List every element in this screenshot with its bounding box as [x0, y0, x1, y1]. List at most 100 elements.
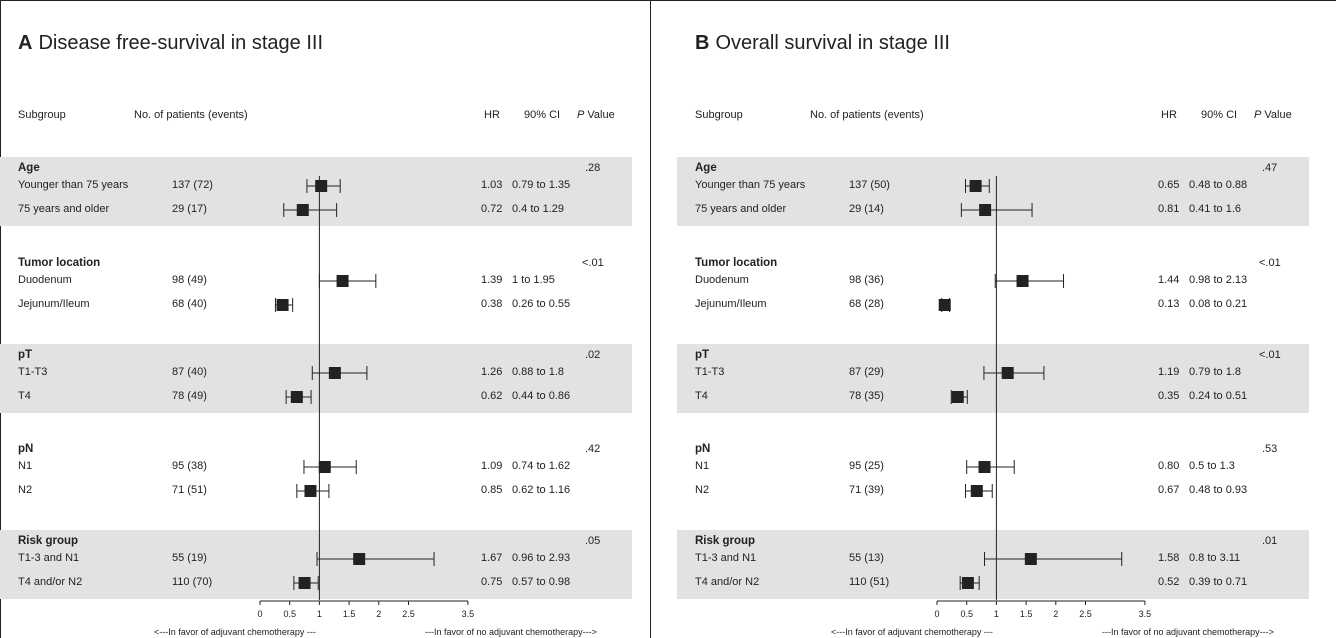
row-patients: 87 (40): [172, 366, 207, 378]
group-name: Age: [18, 162, 40, 174]
row-label: 75 years and older: [18, 203, 109, 215]
hr-point: [979, 461, 991, 473]
row-label: Jejunum/Ileum: [695, 298, 767, 310]
hr-point: [277, 299, 289, 311]
row-hr: 0.62: [481, 390, 502, 402]
row-ci: 0.74 to 1.62: [512, 460, 570, 472]
hr-point: [1017, 275, 1029, 287]
favor-right-label: ---In favor of no adjuvant chemotherapy-…: [1102, 627, 1274, 637]
row-patients: 78 (35): [849, 390, 884, 402]
row-label: T4 and/or N2: [695, 576, 759, 588]
x-tick-label: 0.5: [283, 609, 296, 619]
row-hr: 0.38: [481, 298, 502, 310]
row-ci: 0.62 to 1.16: [512, 484, 570, 496]
row-ci: 0.41 to 1.6: [1189, 203, 1241, 215]
row-hr: 0.52: [1158, 576, 1179, 588]
group-name: Risk group: [18, 535, 78, 547]
favor-right-label: ---In favor of no adjuvant chemotherapy-…: [425, 627, 597, 637]
x-tick-label: 2.5: [402, 609, 415, 619]
hr-point: [952, 391, 964, 403]
row-hr: 1.39: [481, 274, 502, 286]
row-label: T4: [18, 390, 31, 402]
group-name: pN: [18, 443, 33, 455]
hr-point: [939, 299, 951, 311]
x-tick-label: 3.5: [1139, 609, 1152, 619]
row-label: Younger than 75 years: [18, 179, 128, 191]
row-ci: 0.88 to 1.8: [512, 366, 564, 378]
row-hr: 0.80: [1158, 460, 1179, 472]
hr-point: [337, 275, 349, 287]
group-name: pT: [18, 349, 32, 361]
group-p-value: .28: [585, 162, 600, 174]
hr-point: [297, 204, 309, 216]
row-hr: 1.67: [481, 552, 502, 564]
row-hr: 0.65: [1158, 179, 1179, 191]
group-name: Age: [695, 162, 717, 174]
row-patients: 68 (28): [849, 298, 884, 310]
row-patients: 95 (38): [172, 460, 207, 472]
x-tick-label: 0.5: [960, 609, 973, 619]
group-p-value: .01: [1262, 535, 1277, 547]
row-hr: 0.85: [481, 484, 502, 496]
row-label: T1-T3: [18, 366, 47, 378]
row-hr: 1.58: [1158, 552, 1179, 564]
x-tick-label: 1.5: [343, 609, 356, 619]
x-tick-label: 2: [376, 609, 381, 619]
row-hr: 1.03: [481, 179, 502, 191]
row-patients: 137 (50): [849, 179, 890, 191]
row-hr: 1.44: [1158, 274, 1179, 286]
row-label: Younger than 75 years: [695, 179, 805, 191]
group-p-value: .05: [585, 535, 600, 547]
row-patients: 29 (14): [849, 203, 884, 215]
hr-point: [970, 180, 982, 192]
x-tick-label: 0: [934, 609, 939, 619]
row-patients: 78 (49): [172, 390, 207, 402]
x-tick-label: 1: [994, 609, 999, 619]
row-label: T4 and/or N2: [18, 576, 82, 588]
hr-point: [315, 180, 327, 192]
row-hr: 0.35: [1158, 390, 1179, 402]
row-ci: 0.4 to 1.29: [512, 203, 564, 215]
row-hr: 1.19: [1158, 366, 1179, 378]
row-label: T1-3 and N1: [695, 552, 756, 564]
hr-point: [971, 485, 983, 497]
x-tick-label: 0: [257, 609, 262, 619]
x-tick-label: 2: [1053, 609, 1058, 619]
row-patients: 87 (29): [849, 366, 884, 378]
group-p-value: .47: [1262, 162, 1277, 174]
row-ci: 0.5 to 1.3: [1189, 460, 1235, 472]
hr-point: [979, 204, 991, 216]
hr-point: [299, 577, 311, 589]
row-patients: 68 (40): [172, 298, 207, 310]
row-patients: 110 (70): [172, 576, 212, 588]
group-p-value: <.01: [1259, 257, 1281, 269]
row-patients: 71 (51): [172, 484, 207, 496]
row-label: Jejunum/Ileum: [18, 298, 90, 310]
hr-point: [304, 485, 316, 497]
group-p-value: .42: [585, 443, 600, 455]
forest-plot-svg: 0 0.5 1 1.5 2 2.5 3.5: [0, 0, 650, 638]
row-hr: 0.81: [1158, 203, 1179, 215]
row-hr: 1.09: [481, 460, 502, 472]
row-ci: 0.44 to 0.86: [512, 390, 570, 402]
hr-point: [353, 553, 365, 565]
forest-plot-svg: 0 0.5 1 1.5 2 2.5 3.5: [677, 0, 1327, 638]
row-label: T1-3 and N1: [18, 552, 79, 564]
row-hr: 0.75: [481, 576, 502, 588]
row-ci: 1 to 1.95: [512, 274, 555, 286]
row-ci: 0.79 to 1.35: [512, 179, 570, 191]
row-ci: 0.48 to 0.93: [1189, 484, 1247, 496]
row-ci: 0.26 to 0.55: [512, 298, 570, 310]
favor-left-label: <---In favor of adjuvant chemotherapy --…: [831, 627, 993, 637]
favor-left-label: <---In favor of adjuvant chemotherapy --…: [154, 627, 316, 637]
group-name: Tumor location: [695, 257, 777, 269]
row-hr: 0.13: [1158, 298, 1179, 310]
row-hr: 0.67: [1158, 484, 1179, 496]
row-patients: 110 (51): [849, 576, 889, 588]
row-hr: 0.72: [481, 203, 502, 215]
hr-point: [962, 577, 974, 589]
row-patients: 98 (36): [849, 274, 884, 286]
group-p-value: <.01: [1259, 349, 1281, 361]
x-tick-label: 2.5: [1079, 609, 1092, 619]
row-label: N2: [18, 484, 32, 496]
